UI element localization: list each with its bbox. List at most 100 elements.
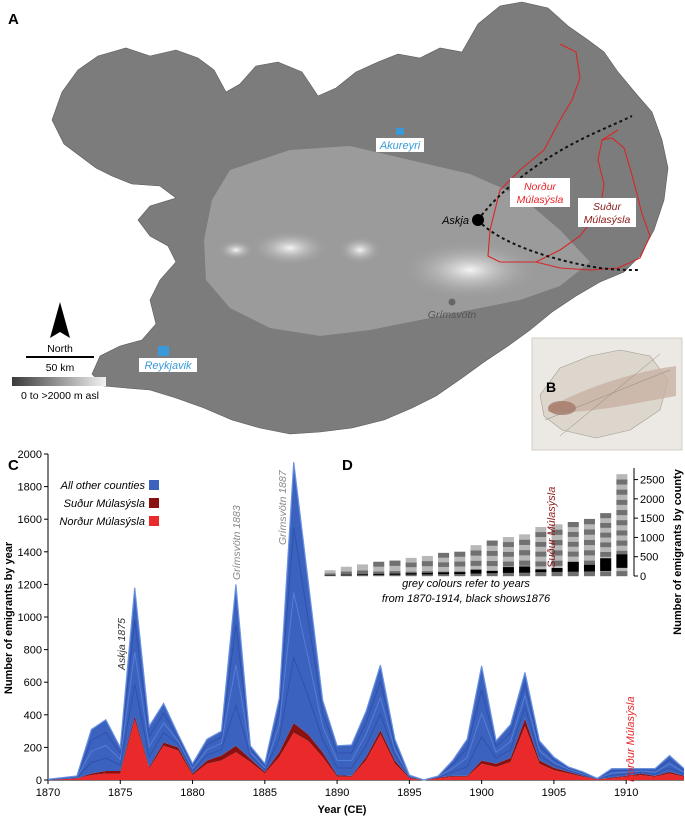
county-bar-year-segment	[421, 560, 433, 567]
county-bar-year-segment	[486, 570, 498, 577]
county-bar-year-segment	[535, 546, 547, 552]
county-bar-year-segment	[357, 564, 369, 571]
county-bar-year-segment	[502, 556, 514, 562]
chart-c-areas	[47, 462, 685, 781]
county-bar-year-segment	[600, 546, 612, 553]
county-bar-year-segment	[616, 540, 628, 546]
county-bar-year-segment	[616, 484, 628, 490]
county-bar-year-segment	[535, 571, 547, 577]
county-bar-1876-segment	[519, 566, 531, 573]
panel-label-c: C	[8, 457, 19, 474]
chart-c-ylabel: Number of emigrants by year	[3, 541, 15, 694]
county-bar	[421, 555, 433, 577]
chart-c-xtick-label: 1900	[469, 787, 493, 799]
county-bar-1876-segment	[454, 572, 466, 575]
sudur-label-box	[578, 198, 636, 227]
chart-c-ytick-label: 1800	[18, 482, 42, 494]
county-bar-year-segment	[421, 555, 433, 562]
area-other	[48, 462, 684, 780]
legend-other-swatch	[149, 480, 159, 490]
area-other-outline	[47, 462, 685, 781]
county-bar-year-segment	[519, 560, 531, 566]
county-bar-year-segment	[551, 544, 563, 551]
county-bar-year-segment	[567, 556, 579, 562]
county-bar	[486, 540, 498, 577]
county-bar-year-segment	[583, 570, 595, 577]
county-bar-year-segment	[405, 562, 417, 568]
chart-c-ytick-label: 1600	[18, 514, 42, 526]
chart-d-axis: 0 500 1000 1500 2000 2500	[633, 468, 664, 583]
nordur-label-line1: Norður	[524, 181, 557, 193]
chart-c-xtick-label: 1880	[180, 787, 204, 799]
sudur-label-line1: Suður	[593, 201, 622, 213]
county-bar	[324, 570, 336, 577]
nordur-label-line2: Múlasýsla	[517, 194, 564, 206]
county-bar-year-segment	[486, 560, 498, 567]
panel-label-b: B	[546, 379, 556, 395]
county-bar-year-segment	[567, 551, 579, 557]
area-sudur	[48, 716, 684, 780]
county-bar-1876-segment	[567, 562, 579, 572]
glacier-langjokull	[250, 230, 330, 266]
chart-d-note-line2: from 1870-1914, black shows1876	[382, 593, 551, 605]
county-bar-year-segment	[600, 542, 612, 548]
county-bar-year-segment	[583, 550, 595, 556]
county-bar-year-segment	[567, 571, 579, 577]
county-bar-year-segment	[519, 534, 531, 540]
map-panel: A Akureyri Reykjavik Askja Grímsvötn Nor…	[8, 1, 669, 435]
askja-marker	[472, 214, 484, 226]
county-bar-year-segment	[535, 541, 547, 547]
county-bar	[567, 522, 579, 577]
area-other-stripe	[47, 655, 685, 781]
chart-d-ytick-label: 0	[640, 571, 646, 583]
county-bar-1876-segment	[389, 573, 401, 575]
nordur-mulasysla-border	[487, 43, 619, 263]
glacier-vatnajokull	[400, 240, 540, 300]
county-bar-year-segment	[535, 536, 547, 542]
county-bar-year-segment	[389, 570, 401, 577]
ashfall-line-south	[477, 219, 641, 271]
county-bar-year-segment	[616, 489, 628, 495]
county-bar-year-segment	[502, 537, 514, 543]
chart-d-ytick-label: 2000	[640, 494, 664, 506]
county-bar-year-segment	[470, 555, 482, 561]
legend-nordur-swatch	[149, 516, 159, 526]
inset-map-panel-b: B	[531, 337, 683, 451]
county-bar-year-segment	[486, 550, 498, 556]
county-bar-year-segment	[519, 549, 531, 556]
county-bar-year-segment	[616, 514, 628, 521]
county-bar-year-segment	[551, 555, 563, 561]
county-bar-1876-segment	[340, 574, 352, 576]
glacier-hofsjokull	[338, 236, 382, 264]
legend-other-label: All other counties	[60, 480, 146, 492]
county-bar-1876-segment	[600, 558, 612, 571]
county-bar	[600, 513, 612, 577]
county-bar-year-segment	[567, 536, 579, 542]
inset-line-2	[559, 353, 661, 437]
emigrants-area-chart: C 0 200 400 600 800 1000 1200 1400 1600 1800 2000 1…	[3, 449, 685, 816]
akureyri-label: Akureyri	[379, 140, 421, 152]
county-bar-year-segment	[551, 570, 563, 577]
elevation-colorbar	[12, 377, 106, 386]
county-bar	[340, 566, 352, 577]
county-bar-year-segment	[567, 546, 579, 552]
panel-label-d: D	[342, 457, 353, 474]
county-bar-year-segment	[438, 557, 450, 563]
county-bar-year-segment	[454, 566, 466, 572]
chart-d-note-line1: grey colours refer to years	[402, 578, 530, 590]
county-bar-year-segment	[535, 561, 547, 567]
chart-d-ytick-label: 1000	[640, 532, 664, 544]
county-bar-year-segment	[600, 537, 612, 543]
county-bar-year-segment	[567, 531, 579, 537]
chart-c-ytick-label: 1200	[18, 579, 42, 591]
county-bar-year-segment	[616, 504, 628, 511]
chart-c-xtick-label: 1905	[542, 787, 566, 799]
chart-c-ytick-label: 1000	[18, 612, 42, 624]
county-bar-year-segment	[454, 561, 466, 567]
chart-d-nordur-label: Norður Múlasýsla	[625, 696, 637, 782]
county-bar-year-segment	[502, 546, 514, 552]
county-bar-year-segment	[616, 570, 628, 577]
county-bar-year-segment	[373, 571, 385, 577]
county-bar	[551, 524, 563, 577]
county-bar-year-segment	[535, 566, 547, 572]
